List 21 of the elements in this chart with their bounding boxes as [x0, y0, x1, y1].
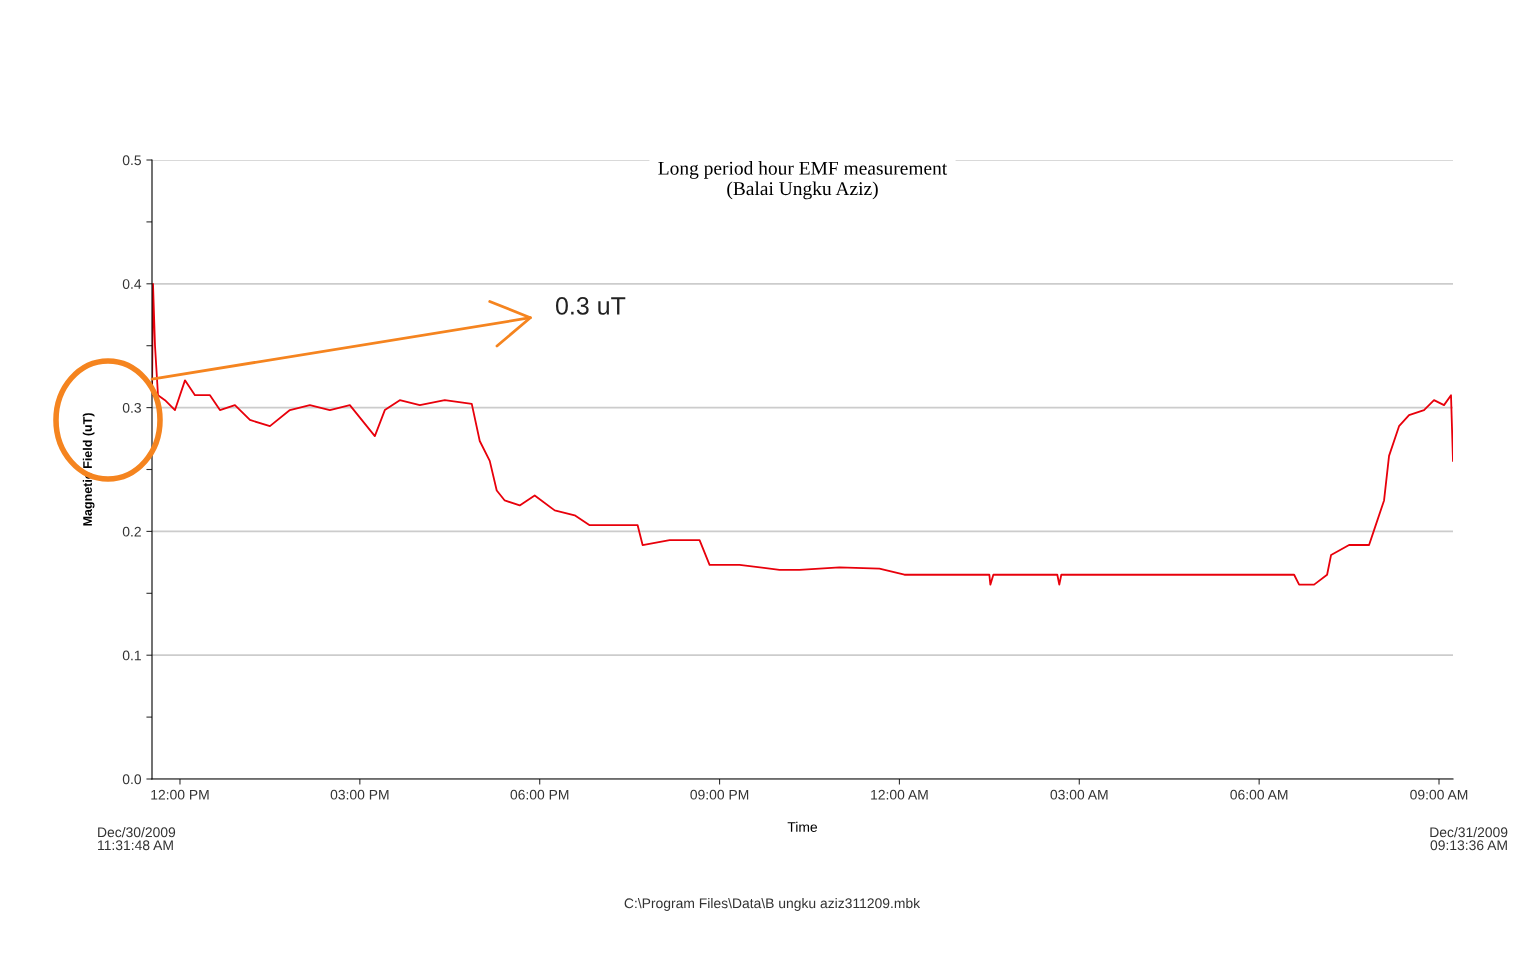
- line-series: [152, 282, 1453, 586]
- x-tick-label: 03:00 PM: [330, 789, 389, 800]
- x-tick-label: 03:00 AM: [1050, 789, 1108, 800]
- text: Dec/30/2009 11:31:48 AM: [98, 827, 176, 851]
- x-tick-label: 09:00 PM: [690, 789, 749, 800]
- x-tick-label: 06:00 PM: [510, 789, 569, 800]
- x-tick-label: 12:00 PM: [151, 789, 209, 800]
- text: Dec/31/2009 09:13:36 AM: [1430, 827, 1508, 851]
- y-tick-label: 0.4: [122, 279, 142, 289]
- x-tick-label: 09:00 AM: [1410, 789, 1468, 800]
- x-tick-label: 12:00 AM: [871, 789, 928, 800]
- annotation: 0.3 uT: [555, 297, 626, 315]
- text: Long period hour EMF measurement (Balai Ungku Aziz): [658, 161, 948, 200]
- y-tick-label: 0.0: [122, 774, 142, 785]
- x-axis-title: Time: [787, 821, 818, 833]
- y-tick-label: 0.3: [122, 402, 141, 413]
- text: C:\Program Files\Data\B ungku aziz311209.mbk: [624, 898, 921, 911]
- y-tick-label: 0.5: [122, 155, 141, 166]
- y-tick-label: 0.2: [122, 526, 141, 537]
- x-tick-label: 06:00 AM: [1230, 789, 1288, 800]
- y-tick-label: 0.1: [122, 650, 141, 661]
